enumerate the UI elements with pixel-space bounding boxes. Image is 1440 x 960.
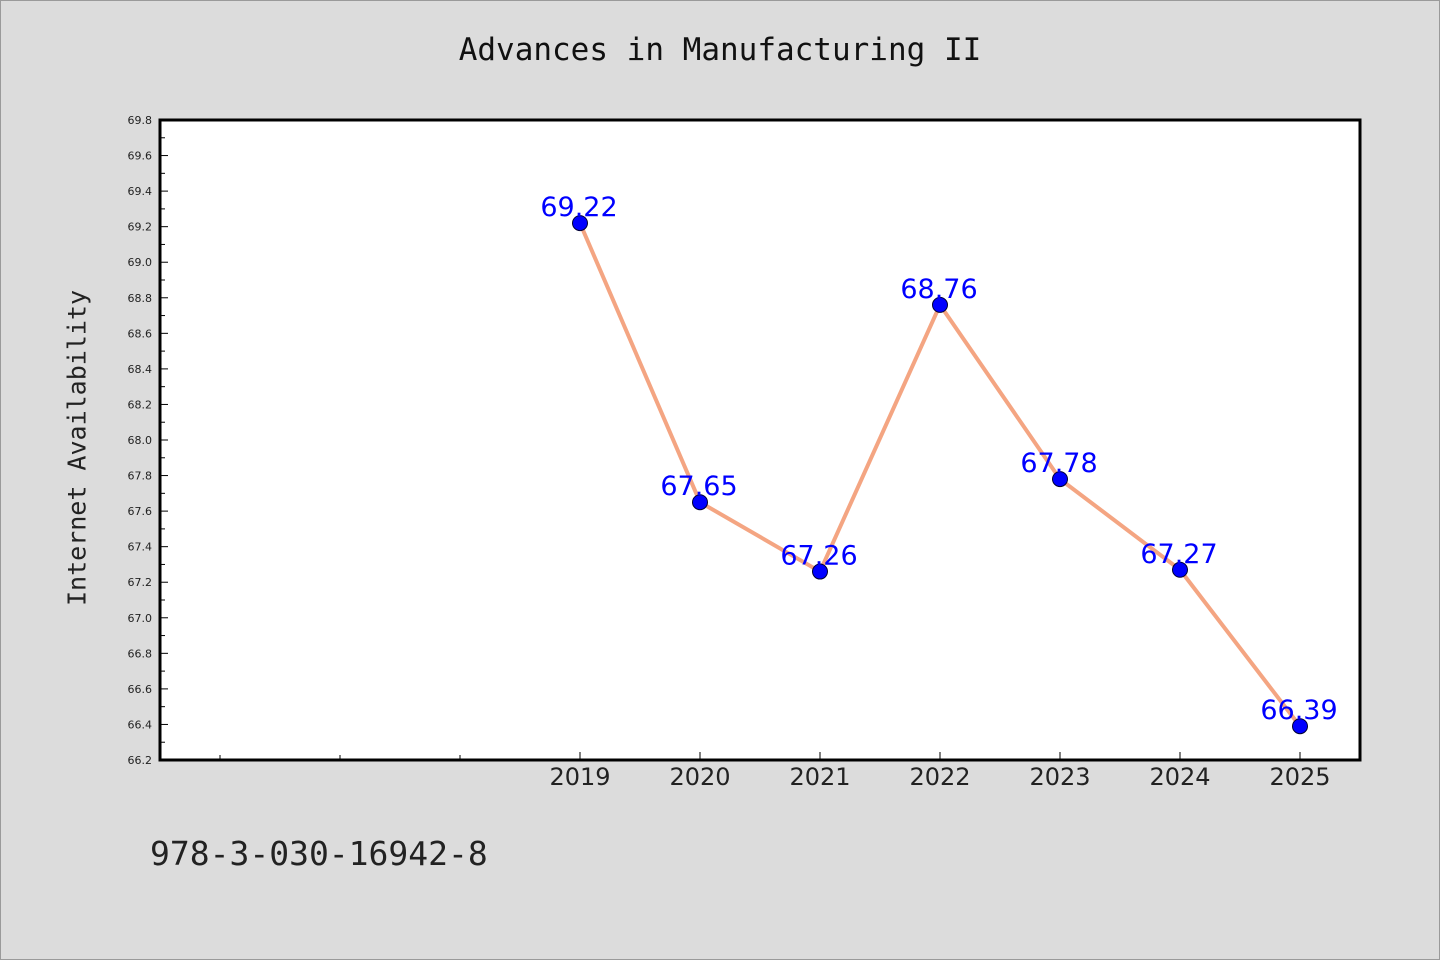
data-label: 67.26 xyxy=(780,541,857,572)
data-point xyxy=(812,563,828,580)
y-tick-label: 66.2 xyxy=(128,754,153,767)
data-point xyxy=(1292,718,1308,735)
y-tick-label: 68.4 xyxy=(128,363,153,376)
data-label: 69.22 xyxy=(540,192,617,223)
x-tick-label: 2023 xyxy=(1029,763,1090,791)
x-tick-label: 2019 xyxy=(549,763,610,791)
y-tick-label: 68.8 xyxy=(128,292,153,305)
x-tick-label: 2025 xyxy=(1269,763,1330,791)
isbn-footnote: 978-3-030-16942-8 xyxy=(150,834,488,873)
y-tick-label: 66.8 xyxy=(128,647,153,660)
x-tick-label: 2020 xyxy=(669,763,730,791)
y-tick-label: 69.4 xyxy=(128,185,153,198)
data-point xyxy=(1172,561,1188,578)
y-tick-label: 68.6 xyxy=(128,327,153,340)
data-point xyxy=(692,494,708,511)
data-point xyxy=(572,215,588,232)
y-tick-label: 67.2 xyxy=(128,576,153,589)
y-tick-label: 69.8 xyxy=(128,114,153,127)
x-tick-label: 2024 xyxy=(1149,763,1210,791)
y-tick-label: 67.4 xyxy=(128,541,153,554)
y-tick-label: 67.6 xyxy=(128,505,153,518)
y-tick-label: 69.2 xyxy=(128,221,153,234)
y-tick-label: 66.6 xyxy=(128,683,153,696)
y-tick-label: 69.6 xyxy=(128,150,153,163)
data-point xyxy=(932,296,948,313)
data-point xyxy=(1052,471,1068,488)
y-tick-label: 69.0 xyxy=(128,256,153,269)
x-tick-label: 2022 xyxy=(909,763,970,791)
y-tick-label: 68.0 xyxy=(128,434,153,447)
y-tick-label: 67.0 xyxy=(128,612,153,625)
y-tick-label: 68.2 xyxy=(128,398,153,411)
plot-area xyxy=(158,118,1362,762)
data-label: 67.65 xyxy=(660,471,737,502)
chart-title: Advances in Manufacturing II xyxy=(458,32,982,68)
data-label: 67.78 xyxy=(1020,448,1097,479)
data-label: 68.76 xyxy=(900,274,977,305)
y-tick-label: 67.8 xyxy=(128,470,153,483)
data-label: 67.27 xyxy=(1140,539,1217,570)
y-tick-label: 66.4 xyxy=(128,718,153,731)
data-label: 66.39 xyxy=(1260,695,1337,726)
x-tick-label: 2021 xyxy=(789,763,850,791)
